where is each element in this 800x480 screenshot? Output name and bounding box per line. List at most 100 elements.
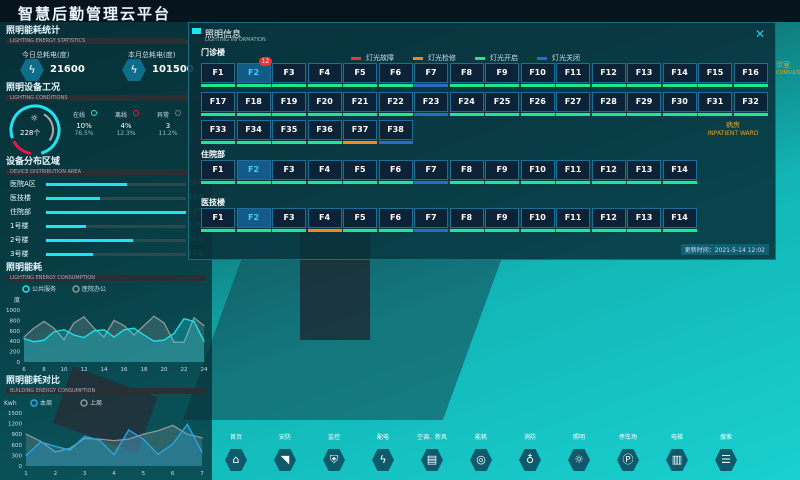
floor-button-on[interactable]: F6 (378, 160, 413, 184)
floor-button-on[interactable]: F8 (449, 160, 484, 184)
floor-button-off[interactable]: F38 (378, 120, 413, 144)
toolbar-lightning-button[interactable]: 配电 ϟ (363, 432, 403, 471)
data-point (63, 339, 65, 341)
floor-button-off[interactable]: F7 (414, 63, 448, 87)
floor-button-on[interactable]: F1 (201, 208, 235, 232)
toolbar-parking-button[interactable]: 停车场 Ⓟ (608, 432, 648, 471)
floor-button-on[interactable]: F1 (201, 160, 235, 184)
legend-label[interactable]: 上周 (90, 399, 102, 407)
floor-button-on[interactable]: F29 (627, 92, 661, 116)
floor-button-on[interactable]: F36 (307, 120, 342, 144)
legend-label[interactable]: 医院办公 (82, 285, 106, 293)
floor-button-on[interactable]: F18 (236, 92, 271, 116)
data-point (53, 327, 55, 329)
floor-button-on[interactable]: F20 (307, 92, 342, 116)
floor-button-on[interactable]: F15 (698, 63, 732, 87)
legend-label[interactable]: 本周 (40, 399, 52, 407)
floor-button-on[interactable]: F9 (485, 208, 519, 232)
floor-button-repair[interactable]: F37 (343, 120, 377, 144)
toolbar-fire-hydrant-button[interactable]: 消防 ♁ (510, 432, 550, 471)
data-point (113, 454, 115, 456)
floor-button-on[interactable]: F6 (378, 208, 413, 232)
toolbar-shield-button[interactable]: 监控 ⛨ (314, 432, 354, 471)
floor-button-on[interactable]: F6 (378, 63, 413, 87)
floor-label: F2 (236, 63, 271, 83)
floor-button-on[interactable]: F5 (343, 160, 377, 184)
floor-button-on[interactable]: F19 (272, 92, 306, 116)
floor-label: F14 (662, 63, 697, 83)
floor-button-on[interactable]: F3 (272, 160, 306, 184)
floor-button-off[interactable]: F7 (414, 160, 448, 184)
floor-button-on[interactable]: F10 (520, 208, 555, 232)
floor-button-off[interactable]: F7 (414, 208, 448, 232)
floor-status-bar (343, 113, 377, 116)
floor-button-on[interactable]: F33 (201, 120, 235, 144)
toolbar-air-conditioner-button[interactable]: 空调、新风 ▤ (412, 432, 452, 471)
floor-button-on[interactable]: F10 (520, 63, 555, 87)
legend-marker[interactable] (80, 399, 88, 407)
floor-button-on[interactable]: F14 (662, 208, 697, 232)
floor-button-on[interactable]: F13 (627, 208, 661, 232)
floor-button-on[interactable]: F32 (733, 92, 768, 116)
floor-button-on[interactable]: F3 (272, 63, 306, 87)
floor-button-on[interactable]: F11 (556, 208, 590, 232)
legend-marker[interactable] (22, 285, 30, 293)
floor-button-on[interactable]: F12 (591, 63, 626, 87)
floor-button-on[interactable]: F25 (485, 92, 519, 116)
close-icon[interactable]: ✕ (754, 27, 765, 41)
floor-button-on[interactable]: F26 (520, 92, 555, 116)
floor-button-on[interactable]: F13 (627, 160, 661, 184)
floor-button-on[interactable]: F2 (236, 208, 271, 232)
floor-button-on[interactable]: F21 (343, 92, 377, 116)
y-tick-label: 0 (19, 464, 23, 470)
floor-status-bar (627, 113, 661, 116)
floor-button-on[interactable]: F12 (591, 160, 626, 184)
floor-button-on[interactable]: F22 (378, 92, 413, 116)
floor-button-on[interactable]: F10 (520, 160, 555, 184)
floor-button-on[interactable]: F9 (485, 160, 519, 184)
toolbar-home-button[interactable]: 首页 ⌂ (216, 432, 256, 471)
floor-button-on[interactable]: F14 (662, 63, 697, 87)
floor-button-on[interactable]: F34 (236, 120, 271, 144)
floor-status-bar (485, 229, 519, 232)
floor-status-bar (236, 181, 271, 184)
floor-button-on[interactable]: F16 (733, 63, 768, 87)
floor-button-on[interactable]: F31 (698, 92, 732, 116)
floor-button-on[interactable]: F1 (201, 63, 235, 87)
floor-button-on[interactable]: F11 (556, 160, 590, 184)
floor-button-on[interactable]: F12 (591, 208, 626, 232)
toolbar-energy-button[interactable]: 能耗 ◎ (461, 432, 501, 471)
floor-button-on[interactable]: F2 (236, 160, 271, 184)
floor-button-on[interactable]: F8 (449, 63, 484, 87)
status-label: 异常 (156, 112, 169, 119)
data-point (103, 336, 105, 338)
progress-fill (46, 239, 134, 242)
floor-button-on[interactable]: F2 12 (236, 57, 273, 87)
floor-button-on[interactable]: F5 (343, 63, 377, 87)
floor-button-on[interactable]: F4 (307, 63, 342, 87)
floor-button-on[interactable]: F4 (307, 160, 342, 184)
floor-button-on[interactable]: F30 (662, 92, 697, 116)
floor-button-on[interactable]: F11 (556, 63, 590, 87)
legend-label[interactable]: 公共服务 (32, 285, 56, 293)
floor-button-on[interactable]: F3 (272, 208, 306, 232)
floor-button-on[interactable]: F5 (343, 208, 377, 232)
floor-button-on[interactable]: F8 (449, 208, 484, 232)
floor-status-bar (201, 181, 235, 184)
floor-button-repair[interactable]: F4 (307, 208, 342, 232)
legend-marker[interactable] (72, 285, 80, 293)
floor-button-on[interactable]: F13 (627, 63, 661, 87)
legend-marker[interactable] (30, 399, 38, 407)
floor-button-on[interactable]: F35 (272, 120, 306, 144)
floor-button-on[interactable]: F14 (662, 160, 697, 184)
floor-button-on[interactable]: F17 (201, 92, 235, 116)
floor-button-on[interactable]: F28 (591, 92, 626, 116)
floor-button-on[interactable]: F24 (449, 92, 484, 116)
toolbar-bulb-button[interactable]: 照明 ☼ (559, 432, 599, 471)
toolbar-camera-button[interactable]: 安防 ◥ (265, 432, 305, 471)
floor-button-on[interactable]: F27 (556, 92, 590, 116)
toolbar-search-button[interactable]: 搜索 ☰ (706, 432, 746, 471)
toolbar-elevator-button[interactable]: 电梯 ▥ (657, 432, 697, 471)
floor-button-on[interactable]: F9 (485, 63, 519, 87)
floor-button-off[interactable]: F23 (414, 92, 448, 116)
